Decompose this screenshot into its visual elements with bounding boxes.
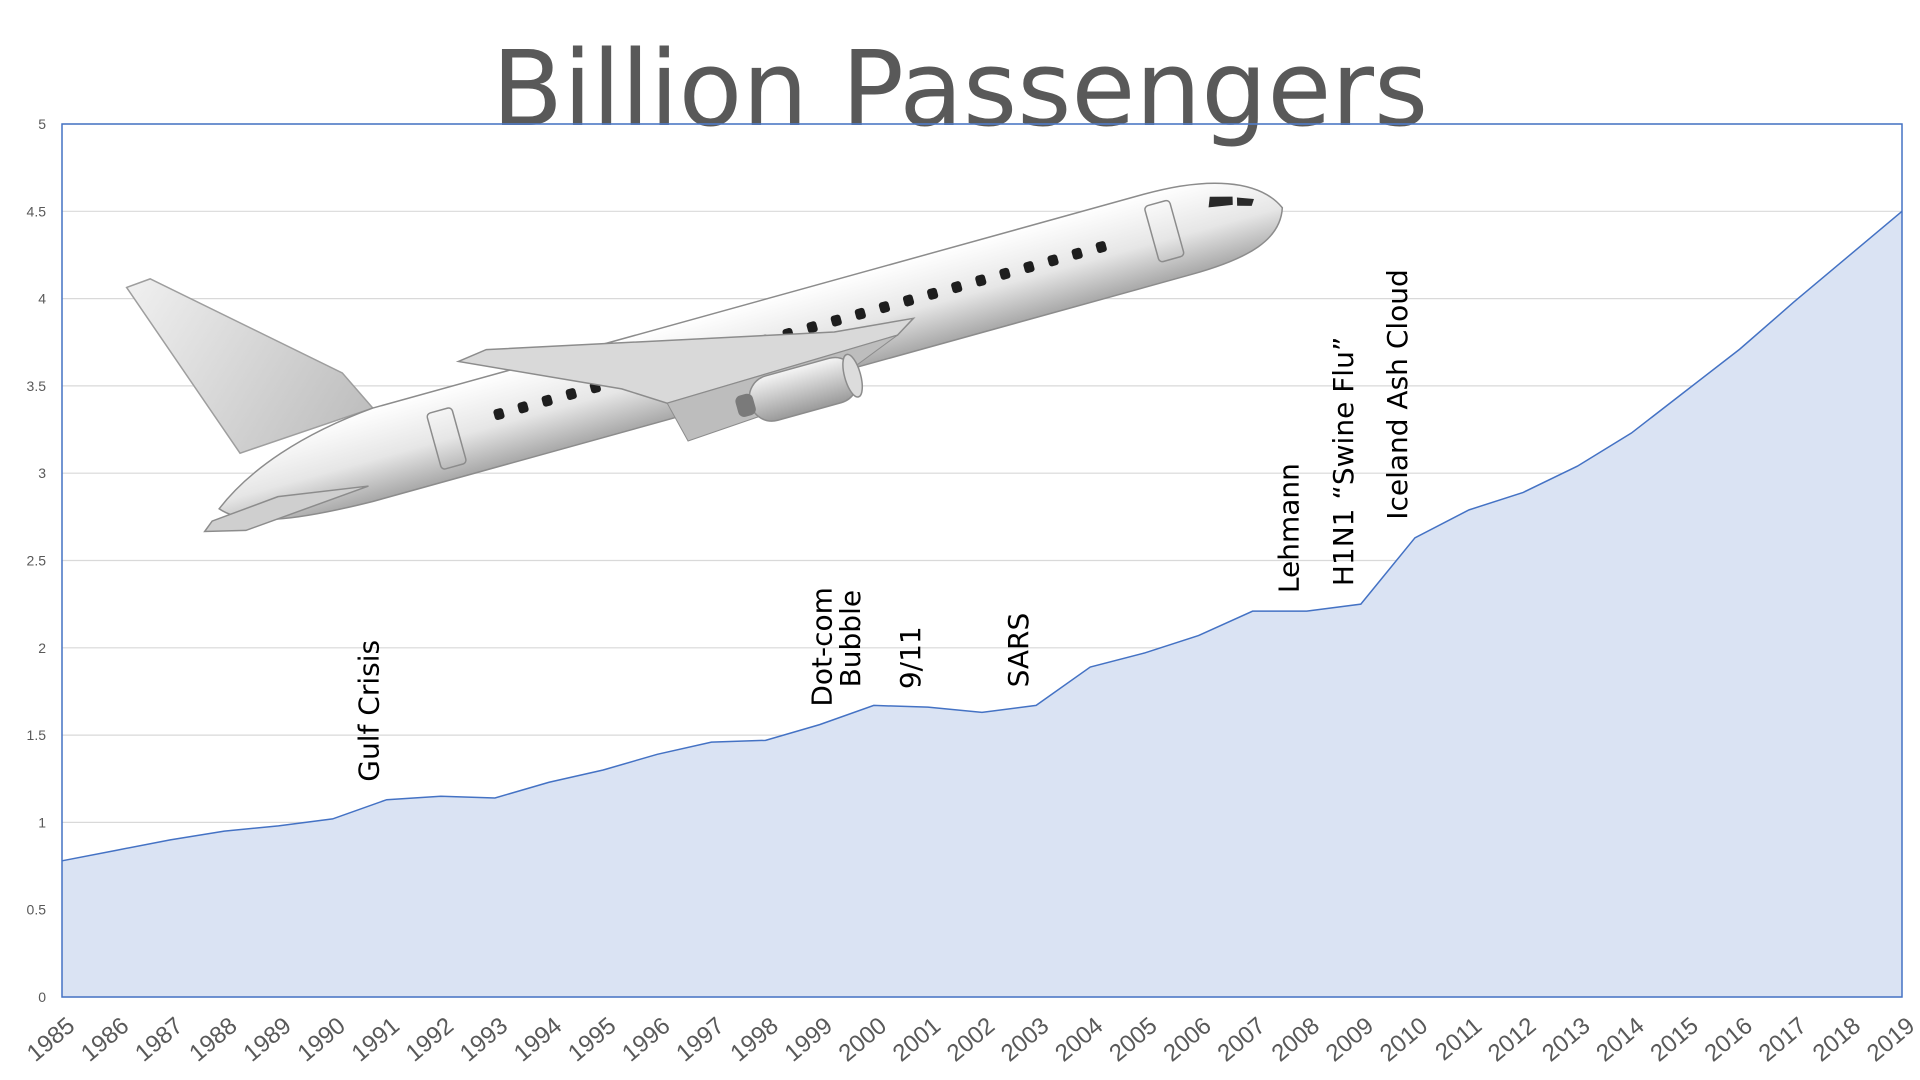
y-tick-label: 0.5 [27,902,47,918]
airplane-illustration [125,182,1284,533]
x-tick-label: 2009 [1321,1012,1379,1067]
x-tick-label: 1988 [184,1012,242,1067]
cabin-window [493,408,505,421]
cabin-window [565,388,577,400]
cabin-window [927,287,939,300]
event-annotation: Gulf Crisis [353,640,386,782]
event-annotation: Dot-com [806,587,839,707]
cabin-window [806,321,818,334]
cabin-window [517,401,529,414]
area-series-line [61,210,1903,862]
x-tick-label: 1995 [563,1012,621,1067]
cabin-window [1071,247,1083,260]
x-tick-label: 2016 [1700,1012,1758,1067]
cabin-window [999,267,1011,280]
area-series [62,211,1902,998]
cabin-window [541,394,553,407]
x-tick-label: 2019 [1862,1012,1920,1067]
x-tick-label: 2011 [1430,1012,1487,1066]
cabin-window [902,294,915,307]
cabin-window [1023,261,1035,274]
x-tick-label: 1993 [455,1012,513,1067]
x-tick-label: 2015 [1645,1012,1703,1067]
event-annotation: 9/11 [894,626,927,689]
y-axis: 0 0.5 1 1.5 2 2.5 3 3.5 4 4.5 5 [27,116,47,1005]
event-annotation: Iceland Ash Cloud [1381,269,1414,520]
x-tick-label: 2017 [1754,1012,1812,1067]
y-tick-label: 4 [38,291,46,307]
x-tick-label: 2001 [888,1012,946,1067]
y-tick-label: 1 [38,814,46,830]
x-tick-label: 2005 [1104,1012,1162,1067]
x-tick-label: 1985 [22,1012,80,1067]
cabin-window [1095,241,1107,253]
x-tick-label: 1986 [76,1012,134,1067]
x-tick-label: 2003 [996,1012,1054,1067]
plot-frame [61,123,1903,998]
event-annotation: H1N1 “Swine Flu” [1327,337,1360,587]
event-annotation: Lehmann [1273,463,1306,593]
x-tick-label: 1998 [725,1012,783,1067]
y-tick-label: 2.5 [27,553,47,569]
cabin-window [975,274,987,287]
cabin-window [951,281,963,294]
x-axis: 1985198619871988198919901991199219931994… [22,1012,1920,1067]
cabin-window [1047,254,1059,267]
x-tick-label: 1991 [347,1012,405,1067]
x-tick-label: 2008 [1267,1012,1325,1067]
x-tick-label: 2007 [1212,1012,1270,1067]
x-tick-label: 2010 [1375,1012,1433,1067]
x-tick-label: 2004 [1050,1012,1108,1067]
y-tick-label: 3 [38,465,46,481]
x-tick-label: 2018 [1808,1012,1866,1067]
y-tick-label: 0 [38,989,46,1005]
chart-title: Billion Passengers [491,28,1429,150]
x-tick-label: 1992 [401,1012,459,1067]
x-tick-label: 2006 [1158,1012,1216,1067]
y-tick-label: 2 [38,640,46,656]
x-tick-label: 2000 [834,1012,892,1067]
x-tick-label: 1990 [292,1012,350,1067]
x-tick-label: 2002 [942,1012,1000,1067]
y-tick-label: 3.5 [27,378,47,394]
event-annotation: SARS [1002,613,1035,688]
event-annotation: Bubble [834,590,867,688]
x-tick-label: 1987 [130,1012,188,1067]
x-tick-label: 1994 [509,1012,567,1067]
x-tick-label: 1996 [617,1012,675,1067]
x-tick-label: 2012 [1483,1012,1541,1067]
cabin-window [830,314,842,327]
cabin-window [878,301,891,314]
y-tick-label: 5 [38,116,46,132]
x-tick-label: 2014 [1591,1012,1649,1067]
x-tick-label: 1999 [780,1012,838,1067]
x-tick-label: 1997 [671,1012,729,1067]
x-tick-label: 2013 [1537,1012,1595,1067]
x-tick-label: 1989 [238,1012,296,1067]
cabin-window [854,307,866,320]
y-tick-label: 4.5 [27,203,47,219]
y-tick-label: 1.5 [27,727,47,743]
